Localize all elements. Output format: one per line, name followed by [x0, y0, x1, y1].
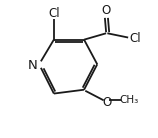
Text: O: O	[103, 96, 112, 109]
Text: O: O	[101, 4, 111, 17]
Text: Cl: Cl	[129, 32, 141, 45]
Text: CH₃: CH₃	[120, 95, 139, 105]
Text: N: N	[27, 59, 37, 72]
Text: Cl: Cl	[48, 7, 60, 20]
